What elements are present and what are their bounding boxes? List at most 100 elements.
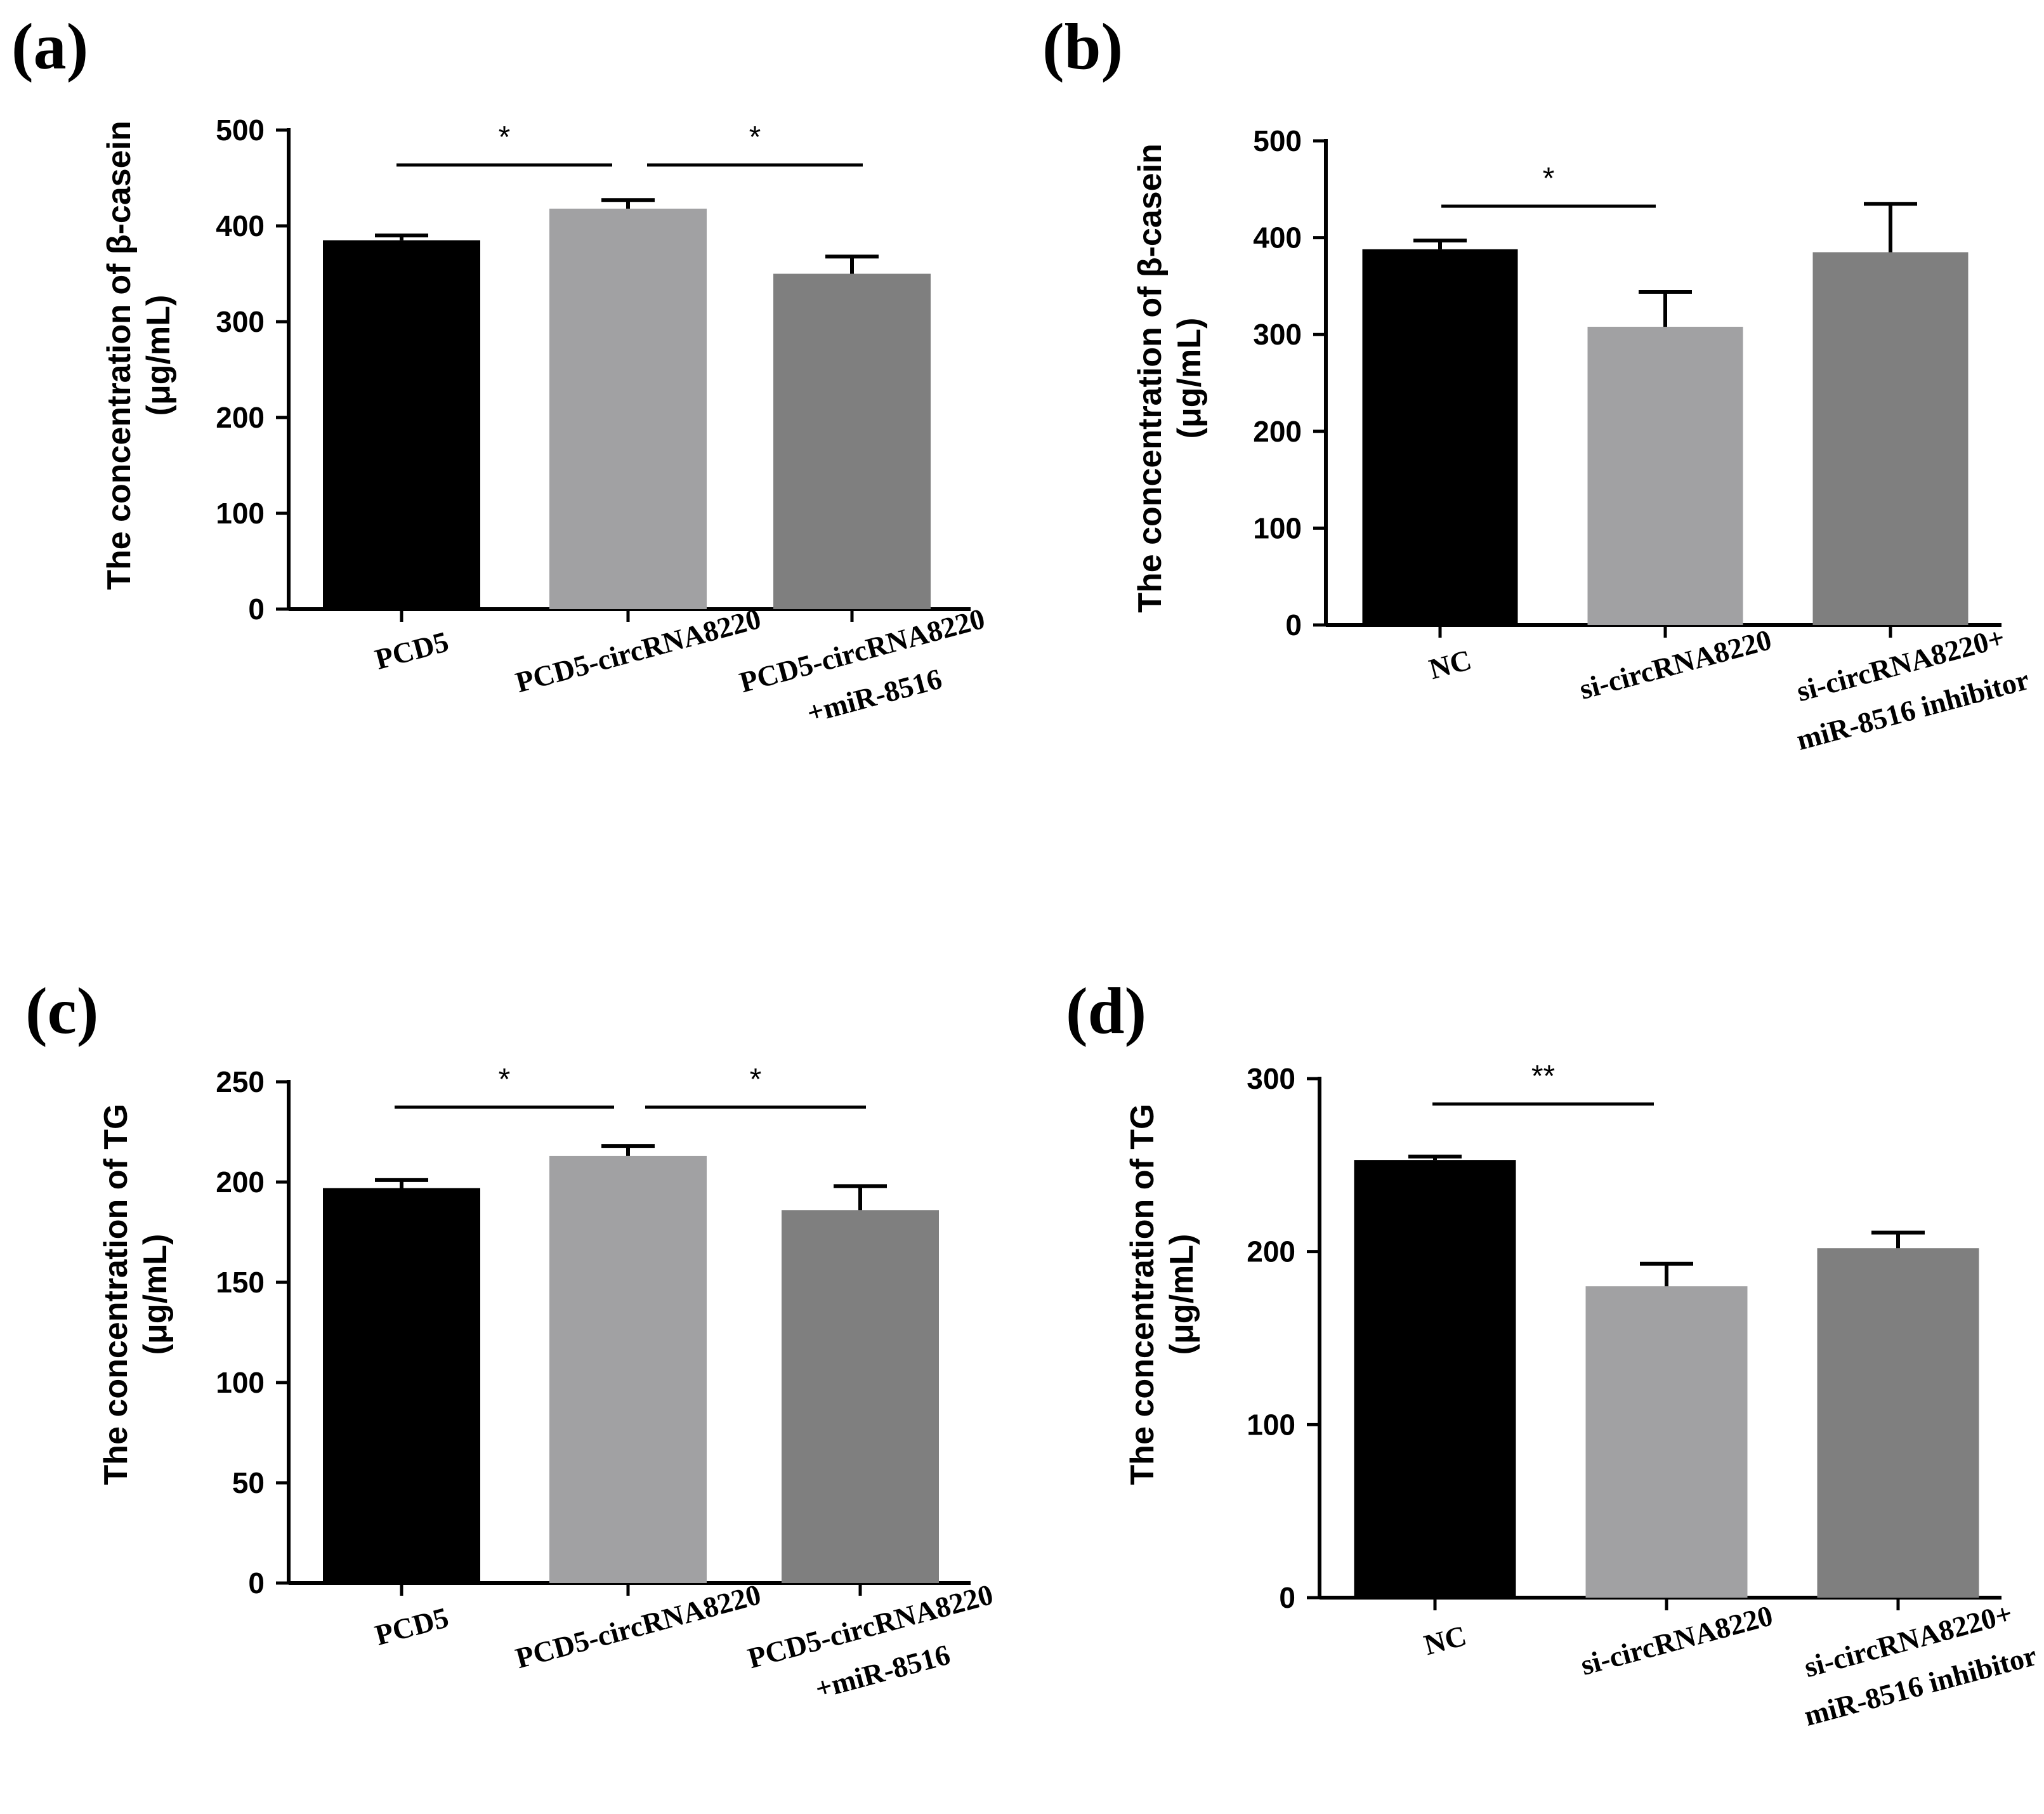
- bar: [323, 240, 480, 609]
- y-tick-label: 100: [216, 497, 265, 530]
- panel-letter: (b): [1042, 10, 1123, 83]
- y-tick-label: 0: [248, 1567, 265, 1600]
- y-tick-label: 500: [216, 114, 265, 147]
- y-tick-label: 100: [216, 1366, 265, 1399]
- error-bar: [1413, 239, 1467, 249]
- x-tick-label: PCD5: [372, 1601, 452, 1652]
- y-tick-label: 0: [1285, 608, 1302, 641]
- y-axis-label: The concentration of TG: [98, 1104, 134, 1485]
- y-tick-label: 400: [216, 209, 265, 242]
- panel-c: (c) The concentration of TG (μg/mL) 0 50 1…: [25, 975, 997, 1705]
- panel-letter: (d): [1066, 975, 1146, 1048]
- bars: [1354, 1154, 1979, 1598]
- y-axis-unit: (μg/mL): [1163, 1234, 1200, 1355]
- bar: [1354, 1160, 1516, 1598]
- y-tick-label: 150: [216, 1266, 265, 1299]
- bar: [549, 208, 707, 609]
- error-bar: [1871, 1230, 1925, 1249]
- bar: [323, 1188, 480, 1583]
- error-bar: [601, 1144, 655, 1156]
- y-axis-label: The concentration of β-casein: [101, 121, 138, 590]
- x-tick-label: PCD5: [372, 625, 452, 676]
- y-axis-title: The concentration of TG (μg/mL): [1124, 1104, 1200, 1485]
- x-category-label: PCD5-circRNA8220+miR-8516: [736, 602, 988, 729]
- error-bar: [834, 1184, 887, 1211]
- x-tick-label: PCD5-circRNA8220: [512, 602, 764, 699]
- x-category-label: si-circRNA8220: [1577, 1599, 1776, 1681]
- x-category-label: NC: [1420, 1619, 1469, 1661]
- bar: [1817, 1248, 1979, 1598]
- y-tick-label: 400: [1253, 221, 1302, 254]
- significance-markers: **: [395, 1063, 866, 1109]
- y-tick-label: 200: [216, 1166, 265, 1199]
- panel-letter: (a): [11, 10, 88, 83]
- y-axis-unit: (μg/mL): [137, 1234, 174, 1355]
- error-bar: [1640, 1261, 1693, 1287]
- x-category-label: si-circRNA8220+miR-8516 inhibitor: [1800, 1597, 2040, 1732]
- error-bar: [601, 198, 655, 209]
- x-category-label: PCD5-circRNA8220+miR-8516: [744, 1578, 996, 1705]
- significance-label: *: [750, 1063, 762, 1096]
- y-tick-label: 100: [1247, 1408, 1295, 1441]
- panel-letter: (c): [25, 975, 98, 1048]
- y-axis-unit: (μg/mL): [140, 295, 177, 416]
- y-tick-label: 250: [216, 1065, 265, 1098]
- y-axis: 0 100 200 300 400 500: [216, 114, 971, 626]
- y-tick-label: 200: [216, 401, 265, 434]
- error-bar: [375, 233, 428, 240]
- x-category-label: PCD5-circRNA8220: [512, 602, 764, 699]
- error-bar: [1639, 290, 1692, 327]
- y-tick-label: 100: [1253, 511, 1302, 544]
- x-category-label: si-circRNA8220+miR-8516 inhibitor: [1793, 621, 2032, 756]
- significance-label: *: [1543, 162, 1555, 195]
- x-category-label: PCD5: [372, 625, 452, 676]
- significance-label: **: [1531, 1060, 1555, 1093]
- significance-markers: **: [1432, 1060, 1654, 1106]
- panel-b: (b) The concentration of β-casein (μg/mL…: [1042, 10, 2033, 756]
- bar: [1812, 252, 1969, 625]
- y-tick-label: 300: [1247, 1062, 1295, 1095]
- significance-markers: *: [1441, 162, 1656, 208]
- x-tick-label: NC: [1420, 1619, 1469, 1661]
- x-tick-label: NC: [1425, 643, 1474, 685]
- x-category-label: PCD5: [372, 1601, 452, 1652]
- x-tick-label: si-circRNA8220: [1577, 1599, 1776, 1681]
- panel-d: (d) The concentration of TG (μg/mL) 0 100…: [1066, 975, 2040, 1732]
- bar: [773, 273, 931, 609]
- error-bar: [375, 1178, 428, 1188]
- y-tick-label: 0: [1279, 1581, 1295, 1614]
- bars: [1362, 202, 1969, 625]
- error-bar: [825, 254, 879, 274]
- y-axis-title: The concentration of β-casein (μg/mL): [101, 121, 177, 590]
- bar: [1587, 326, 1743, 625]
- x-category-label: NC: [1425, 643, 1474, 685]
- bar: [1585, 1286, 1748, 1598]
- panel-a: (a) The concentration of β-casein (μg/mL…: [11, 10, 988, 729]
- x-axis-labels: PCD5 PCD5-circRNA8220PCD5-circRNA8220+miR…: [372, 602, 988, 729]
- y-tick-label: 50: [232, 1466, 265, 1499]
- y-tick-label: 200: [1247, 1235, 1295, 1268]
- x-category-label: si-circRNA8220: [1576, 623, 1774, 706]
- y-axis-unit: (μg/mL): [1171, 318, 1208, 439]
- bars: [323, 198, 931, 609]
- significance-label: *: [499, 1063, 511, 1096]
- x-axis-labels: NC si-circRNA8220 si-circRNA8220+miR-8516 …: [1425, 621, 2033, 756]
- y-tick-label: 200: [1253, 415, 1302, 448]
- y-tick-label: 300: [216, 305, 265, 338]
- y-tick-label: 0: [248, 593, 265, 626]
- y-axis-label: The concentration of TG: [1124, 1104, 1161, 1485]
- y-tick-label: 300: [1253, 318, 1302, 351]
- x-axis-labels: NC si-circRNA8220 si-circRNA8220+miR-8516 …: [1420, 1597, 2040, 1732]
- significance-label: *: [499, 121, 511, 154]
- y-tick-label: 500: [1253, 124, 1302, 157]
- bars: [323, 1144, 939, 1583]
- y-axis-title: The concentration of β-casein (μg/mL): [1132, 143, 1208, 613]
- significance-markers: **: [396, 121, 863, 167]
- x-tick-label: PCD5-circRNA8220: [512, 1578, 764, 1674]
- bar: [549, 1155, 707, 1583]
- y-axis-title: The concentration of TG (μg/mL): [98, 1104, 174, 1485]
- x-category-label: PCD5-circRNA8220: [512, 1578, 764, 1674]
- y-axis-label: The concentration of β-casein: [1132, 143, 1169, 613]
- x-axis-labels: PCD5 PCD5-circRNA8220PCD5-circRNA8220+miR…: [372, 1578, 997, 1705]
